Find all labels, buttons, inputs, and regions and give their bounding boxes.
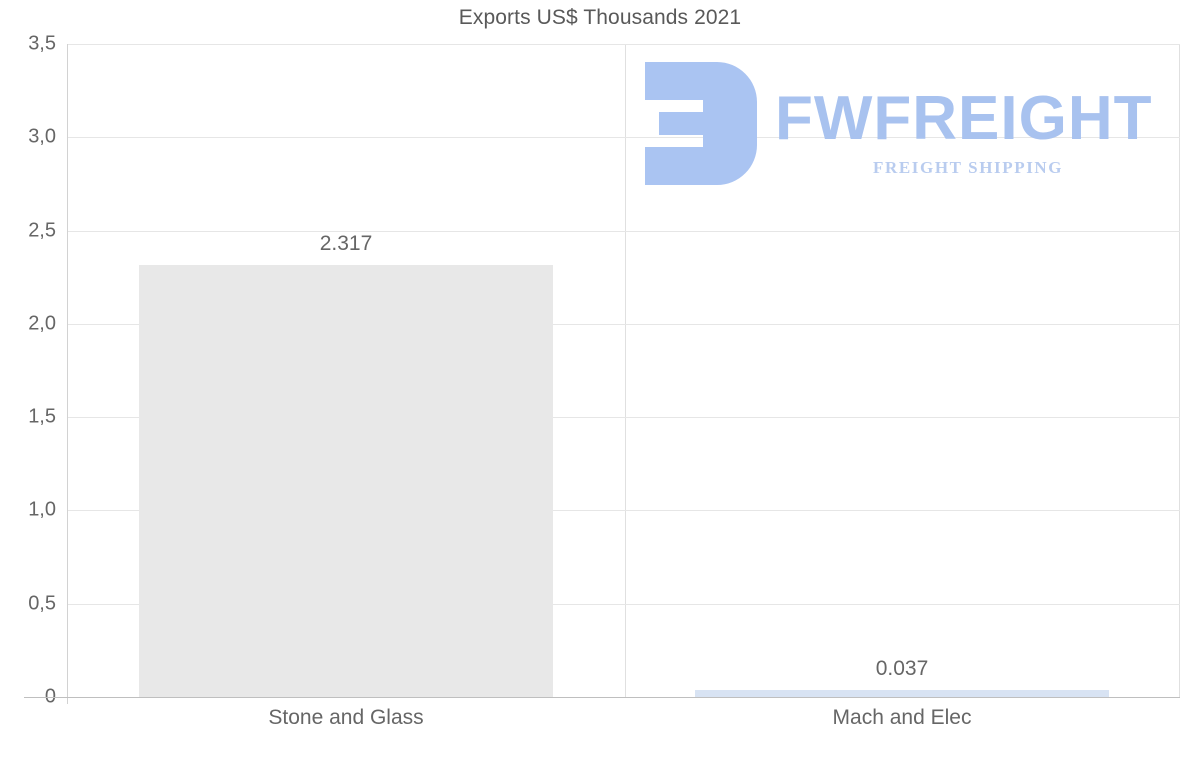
- y-axis-tick-label: 2,0: [28, 312, 56, 335]
- gridline: [68, 510, 1180, 512]
- gridline: [68, 137, 1180, 139]
- y-axis-tick-label: 3,0: [28, 125, 56, 148]
- bar-stone-and-glass[interactable]: [138, 264, 554, 697]
- gridline: [68, 323, 1180, 325]
- y-axis-tick-label: 0,5: [28, 592, 56, 615]
- y-axis-tick-label: 2,5: [28, 219, 56, 242]
- gridline: [68, 230, 1180, 232]
- x-axis-category-label: Stone and Glass: [268, 706, 424, 729]
- y-axis-tick-label: 3,5: [28, 32, 56, 55]
- x-axis-line: [24, 697, 1180, 698]
- x-axis-category-label: Mach and Elec: [832, 706, 972, 729]
- category-separator-gridline: [625, 44, 626, 697]
- data-label: 2.317: [319, 231, 373, 255]
- gridline: [68, 417, 1180, 419]
- plot-area: [68, 44, 1180, 697]
- plot-right-border-gridline: [1179, 44, 1180, 697]
- bar-mach-and-elec[interactable]: [694, 690, 1110, 697]
- gridline: [68, 603, 1180, 605]
- y-axis-line: [67, 44, 68, 704]
- y-axis-tick-label: 1,0: [28, 498, 56, 521]
- chart-title: Exports US$ Thousands 2021: [458, 6, 742, 29]
- y-axis-tick-label: 1,5: [28, 405, 56, 428]
- gridline: [68, 44, 1180, 45]
- data-label: 0.037: [875, 657, 929, 681]
